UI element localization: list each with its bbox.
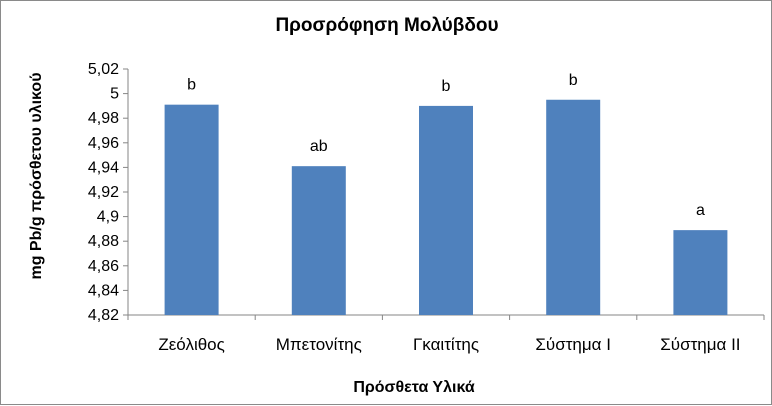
y-tick-label: 5,02 (88, 61, 119, 78)
y-tick-label: 4,88 (88, 233, 119, 250)
x-category-label: Σύστημα Ι (535, 335, 611, 354)
bar-data-label: b (569, 72, 578, 89)
y-axis-title: mg Pb/g πρόσθετου υλικού (28, 72, 45, 279)
chart-title: Προσρόφηση Μολύβδου (275, 15, 498, 36)
y-tick-label: 4,86 (88, 258, 119, 275)
bar-data-label: b (442, 78, 451, 95)
x-category-label: Γκαιτίτης (413, 335, 479, 354)
y-tick-label: 5 (110, 86, 119, 103)
bar (164, 104, 219, 315)
plot-area: 4,82 4,84 4,86 4,88 4,9 4,92 4,94 4,96 4,98 5 5,02… (88, 61, 765, 354)
bar (673, 230, 728, 315)
bar-data-label: b (187, 77, 196, 94)
y-tick-label: 4,84 (88, 282, 119, 299)
y-tick-label: 4,92 (88, 184, 119, 201)
x-axis-title: Πρόσθετα Υλικά (353, 379, 475, 396)
y-tick-label: 4,96 (88, 135, 119, 152)
bar-data-label: ab (310, 138, 328, 155)
bar (419, 105, 473, 316)
x-category-label: Ζεόλιθος (158, 335, 224, 354)
bar (546, 99, 601, 315)
y-tick-label: 4,94 (88, 159, 119, 176)
y-tick-label: 4,9 (97, 209, 119, 226)
y-tick-label: 4,98 (88, 110, 119, 127)
y-tick-label: 4,82 (88, 307, 119, 324)
bar (291, 166, 346, 315)
bar-data-label: a (696, 202, 705, 219)
x-category-label: Σύστημα ΙΙ (660, 335, 740, 354)
x-category-label: Μπετονίτης (276, 335, 362, 354)
